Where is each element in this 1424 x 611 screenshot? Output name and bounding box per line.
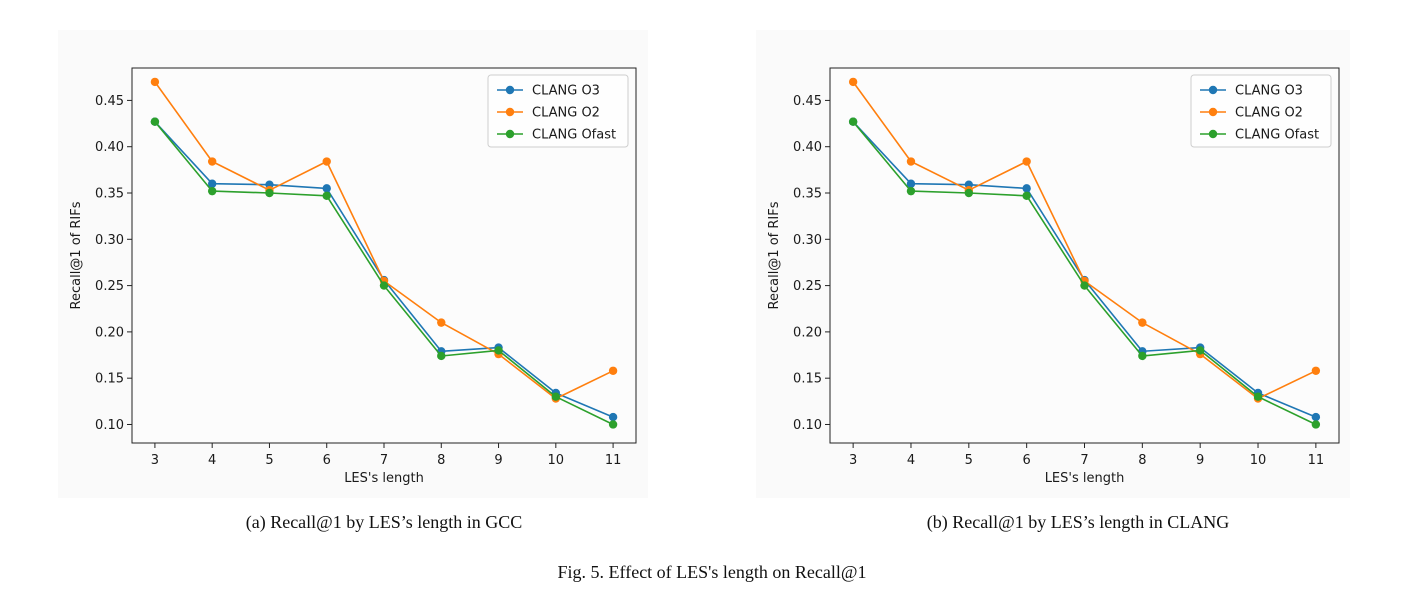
data-point [494,346,503,355]
data-point [1022,184,1031,193]
y-tick-label: 0.25 [793,279,822,294]
legend-entry: CLANG O2 [532,106,600,121]
data-point [322,191,331,200]
y-tick-label: 0.15 [793,372,822,387]
chart-panel-a: 0.10 0.15 0.20 0.25 0.30 0.35 0.40 0.45 3 4 5 6 7 8 9 1… [58,30,648,498]
legend-entry: CLANG O2 [1235,106,1303,121]
x-axis-label: LES's length [1045,471,1125,486]
data-point [906,157,916,166]
x-tick-label: 6 [1023,453,1031,468]
legend-swatch-marker [505,129,515,139]
y-tick-label: 0.45 [793,94,822,109]
y-tick-label: 0.30 [95,233,124,248]
data-point [1311,366,1321,375]
data-point [437,351,446,361]
legend-swatch-marker [1208,85,1218,95]
subcaption-a: (a) Recall@1 by LES’s length in GCC [246,512,523,533]
data-point [207,179,217,188]
y-tick-label: 0.25 [95,279,124,294]
y-tick-label: 0.10 [95,418,124,433]
y-tick-label: 0.30 [793,233,822,248]
x-tick-label: 11 [605,453,622,468]
y-tick-label: 0.10 [793,418,822,433]
data-point [322,184,331,193]
legend-box [487,74,629,148]
x-tick-label: 3 [151,453,159,468]
y-tick-label: 0.20 [793,325,822,340]
data-point [1195,346,1205,355]
x-tick-label: 7 [1080,453,1088,468]
subcaption-b: (b) Recall@1 by LES’s length in CLANG [927,512,1230,533]
data-point [964,188,974,198]
data-point [379,281,389,290]
x-tick-label: 9 [494,453,502,468]
legend: CLANG O3 CLANG O2 CLANG Ofast [487,74,629,148]
x-tick-label: 4 [907,453,915,468]
data-point [848,117,858,126]
x-tick-label: 3 [849,453,857,468]
x-tick-label: 5 [965,453,973,468]
y-tick-label: 0.40 [793,140,822,155]
x-tick-label: 8 [437,453,445,468]
y-tick-label: 0.20 [95,325,124,340]
x-tick-label: 8 [1138,453,1146,468]
data-point [1311,412,1321,422]
x-tick-label: 10 [1250,453,1267,468]
x-tick-label: 5 [265,453,273,468]
data-point [608,366,618,375]
x-tick-label: 7 [380,453,388,468]
data-point [265,188,274,198]
data-point [150,77,160,87]
data-point [150,117,160,126]
x-tick-label: 6 [323,453,331,468]
y-axis-label: Recall@1 of RIFs [69,201,84,309]
x-tick-label: 11 [1308,453,1325,468]
y-tick-label: 0.15 [95,372,124,387]
y-tick-label: 0.35 [793,187,822,202]
legend-entry: CLANG O3 [1235,84,1303,99]
legend-swatch-marker [505,107,515,117]
data-point [207,157,217,166]
data-point [1253,392,1263,401]
legend-entry: CLANG Ofast [1235,128,1319,143]
data-point [1022,157,1031,166]
legend-entry: CLANG Ofast [532,128,616,143]
data-point [1138,351,1147,361]
legend-swatch-marker [1208,129,1218,139]
data-point [322,157,331,166]
legend-swatch-marker [1208,107,1218,117]
data-point [1311,420,1321,429]
data-point [1080,281,1089,290]
legend-entry: CLANG O3 [532,84,600,99]
data-point [1138,318,1147,327]
data-point [848,77,858,87]
data-point [551,392,561,401]
legend-swatch-marker [505,85,515,95]
data-point [608,420,618,429]
legend-box [1190,74,1332,148]
data-point [906,186,916,196]
x-tick-label: 4 [208,453,216,468]
data-point [608,412,618,422]
y-tick-label: 0.35 [95,187,124,202]
x-axis-label: LES's length [344,471,424,486]
x-tick-label: 9 [1196,453,1204,468]
data-point [1022,191,1031,200]
legend: CLANG O3 CLANG O2 CLANG Ofast [1190,74,1332,148]
data-point [437,318,446,327]
y-tick-label: 0.45 [95,94,124,109]
figure-caption: Fig. 5. Effect of LES's length on Recall… [558,562,867,582]
y-axis-label: Recall@1 of RIFs [767,201,782,309]
data-point [207,186,217,196]
data-point [906,179,916,188]
chart-panel-b: 0.10 0.15 0.20 0.25 0.30 0.35 0.40 0.45 3 4 5 6 7 8 9 1… [756,30,1350,498]
x-tick-label: 10 [548,453,565,468]
y-tick-label: 0.40 [95,140,124,155]
